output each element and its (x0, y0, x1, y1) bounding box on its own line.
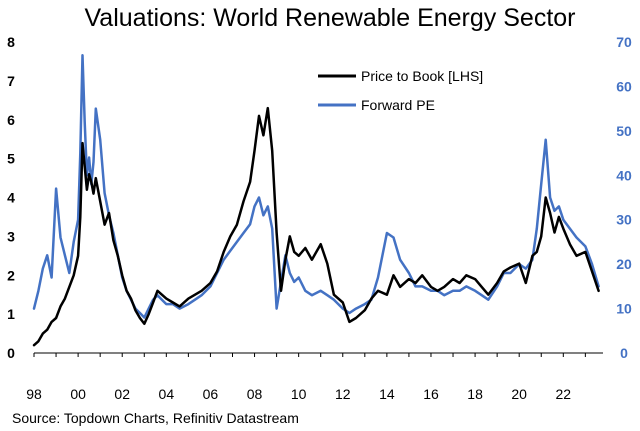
x-tick-label: 10 (291, 386, 307, 402)
right-tick-label: 30 (616, 212, 632, 228)
left-tick-label: 6 (7, 112, 15, 128)
x-tick-label: 08 (247, 386, 263, 402)
x-tick-label: 20 (511, 386, 527, 402)
left-tick-label: 0 (7, 345, 15, 361)
legend-label-price-to-book: Price to Book [LHS] (361, 68, 483, 84)
right-tick-label: 70 (616, 34, 632, 50)
right-axis: 0 10 20 30 40 50 60 70 (616, 34, 632, 361)
left-tick-label: 2 (7, 267, 15, 283)
right-tick-label: 10 (616, 301, 632, 317)
left-tick-label: 8 (7, 34, 15, 50)
x-tick-label: 04 (159, 386, 175, 402)
x-tick-label: 18 (467, 386, 483, 402)
x-tick-label: 98 (26, 386, 42, 402)
plot-area (32, 54, 600, 347)
x-tick-label: 02 (114, 386, 130, 402)
x-tick-label: 12 (335, 386, 351, 402)
x-tick-label: 06 (203, 386, 219, 402)
x-axis: 98 00 02 04 06 08 10 12 14 16 18 20 22 (26, 352, 603, 402)
x-tick-label: 00 (70, 386, 86, 402)
left-tick-label: 1 (7, 306, 15, 322)
x-tick-label: 14 (379, 386, 395, 402)
legend: Price to Book [LHS] Forward PE (318, 68, 483, 113)
left-axis: 0 1 2 3 4 5 6 7 8 (7, 34, 15, 361)
right-tick-label: 20 (616, 256, 632, 272)
left-tick-label: 3 (7, 228, 15, 244)
line-price-to-book (32, 106, 600, 347)
right-tick-label: 0 (620, 345, 628, 361)
right-tick-label: 60 (616, 78, 632, 94)
chart-title: Valuations: World Renewable Energy Secto… (84, 4, 575, 32)
line-forward-pe (32, 54, 600, 319)
x-tick-label: 16 (423, 386, 439, 402)
right-tick-label: 50 (616, 123, 632, 139)
legend-label-forward-pe: Forward PE (361, 97, 435, 113)
left-tick-label: 7 (7, 73, 15, 89)
right-tick-label: 40 (616, 167, 632, 183)
x-tick-label: 22 (556, 386, 572, 402)
left-tick-label: 5 (7, 151, 15, 167)
source-note: Source: Topdown Charts, Refinitiv Datast… (12, 410, 299, 426)
left-tick-label: 4 (7, 190, 15, 206)
